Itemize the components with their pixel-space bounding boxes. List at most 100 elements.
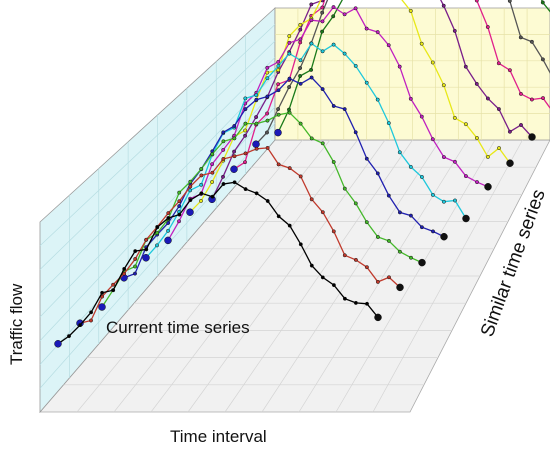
data-point [133,271,137,276]
data-point [287,85,292,90]
data-point [287,40,292,45]
data-point [452,115,457,120]
data-point [298,242,303,247]
data-point [243,121,248,126]
data-point [232,180,237,185]
data-point [540,57,545,62]
data-point [186,208,194,216]
data-point [100,290,105,295]
data-point [265,111,270,116]
data-point [364,26,369,31]
wall-grid-line [39,40,276,270]
data-point [541,96,545,101]
data-point [166,211,171,216]
data-point [287,34,292,39]
data-point [364,80,369,85]
data-point [298,22,303,27]
data-point [243,128,248,133]
data-point [396,283,404,292]
data-point [353,300,358,305]
data-point [518,35,523,40]
data-point [221,130,226,135]
data-point [485,96,490,101]
data-point [441,3,446,8]
floor-grid-line [335,139,496,413]
data-point [309,263,314,268]
data-point [142,254,150,262]
data-point [387,275,391,280]
data-point [210,180,215,184]
data-point [463,64,468,69]
data-point [276,63,281,68]
data-point [375,171,380,176]
data-point [452,159,457,164]
data-point [529,97,534,102]
data-point [98,303,106,311]
data-point [133,264,138,269]
data-point [431,229,435,234]
data-point [166,216,171,220]
data-point [265,76,270,81]
data-point [453,198,457,203]
data-point [418,258,426,267]
data-point [430,137,435,142]
data-point [408,164,413,169]
data-point [320,5,325,10]
data-point [210,162,215,167]
data-point [210,194,215,199]
data-point [353,63,358,68]
data-point [320,210,325,215]
data-point [133,257,138,261]
data-point [287,107,291,112]
data-point [474,81,479,86]
data-point [254,97,259,102]
data-point [274,128,282,137]
data-point [440,232,448,241]
data-point [177,190,182,195]
data-point [441,199,446,204]
data-point [188,188,193,193]
data-point [496,107,501,112]
data-point [485,25,490,29]
data-point [309,136,314,141]
floor-grid-line [298,139,468,413]
data-point [199,198,203,203]
data-point [89,318,93,323]
data-point [320,87,325,92]
data-point [430,60,435,65]
chart-walls [39,7,550,414]
data-point [166,228,171,233]
data-point [320,49,325,54]
data-point [386,121,391,126]
data-point [177,204,182,209]
series-line [189,0,511,213]
data-point [276,88,281,93]
data-point [276,112,281,117]
floor-grid-line [261,139,441,413]
data-point [265,65,270,70]
data-point [342,51,347,56]
data-point [309,18,314,23]
data-point [364,265,369,270]
data-point [474,136,479,140]
data-point [276,162,281,167]
data-point [497,146,501,151]
data-point [506,159,514,167]
data-point [298,74,303,78]
data-point [155,231,160,235]
data-point [364,220,369,225]
wall-grid-line [39,57,276,294]
data-point [519,123,523,127]
data-point [331,283,336,288]
data-point [463,122,468,127]
data-point [298,58,303,63]
data-point [155,225,160,230]
data-point [287,166,292,171]
data-point [419,114,424,119]
data-point [298,174,303,179]
data-point [144,247,149,252]
data-point [419,41,424,46]
data-point [133,249,138,254]
data-point [365,301,369,306]
data-point [331,229,336,234]
